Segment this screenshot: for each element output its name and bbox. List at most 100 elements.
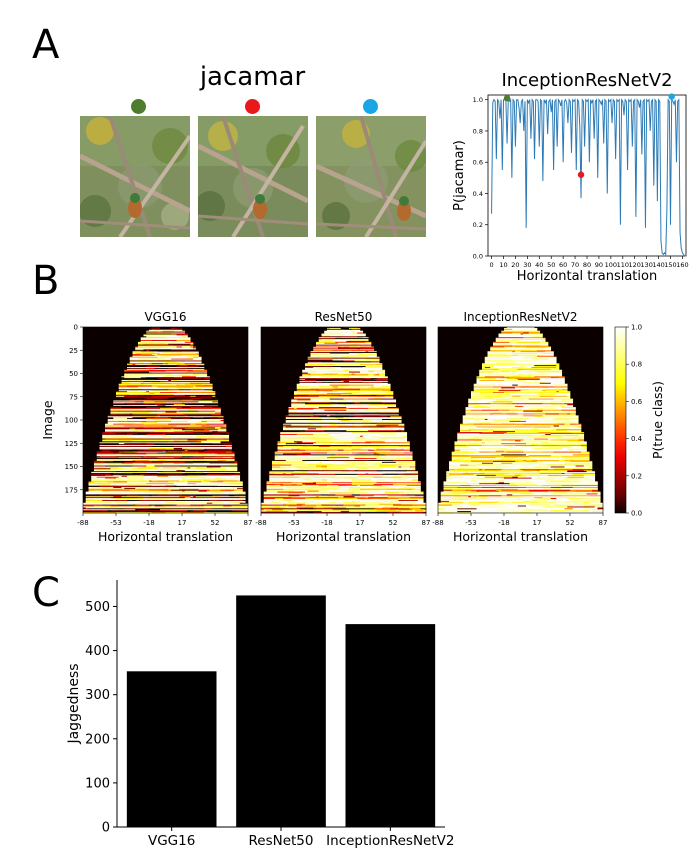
heatmap-cell-run <box>277 475 292 478</box>
heatmap-cell-run <box>113 460 136 463</box>
heatmap-cell-run <box>190 346 197 348</box>
heatmap-cell-run <box>346 447 361 450</box>
heatmap-cell-run <box>564 410 568 412</box>
heatmap-cell-run <box>504 486 524 489</box>
heatmap-cell-run <box>545 440 568 442</box>
heatmap-cell-run <box>195 437 216 439</box>
heatmap-cell-run <box>379 501 391 504</box>
heatmap-cell-run <box>171 435 197 438</box>
heatmap-cell-run <box>482 494 508 496</box>
heatmap-cell-run <box>368 382 386 385</box>
heatmap-cell-run <box>305 502 331 504</box>
heatmap-cell-run <box>504 471 532 473</box>
heatmap-cell-run <box>537 463 541 465</box>
heatmap-cell-run <box>110 414 117 416</box>
heatmap-cell-run <box>515 387 538 389</box>
heatmap-cell-run <box>127 366 147 368</box>
heatmap-cell-run <box>401 429 405 431</box>
heatmap-cell-run <box>113 478 122 480</box>
heatmap-cell-run <box>124 451 139 453</box>
heatmap-cell-run <box>173 447 183 450</box>
heatmap-cell-run <box>190 441 197 443</box>
heatmap-cell-run <box>296 467 322 469</box>
heatmap-cell-run <box>412 509 424 511</box>
heatmap-cell-run <box>307 372 325 374</box>
heatmap-cell-run <box>285 417 298 419</box>
heatmap-cell-run <box>212 486 216 489</box>
heatmap-cell-run <box>446 472 458 474</box>
heatmap-cell-run <box>215 398 219 400</box>
heatmap-cell-run <box>269 499 281 502</box>
heatmap-cell-run <box>534 442 543 444</box>
heatmap-cell-run <box>550 502 554 504</box>
heatmap-cell-run <box>415 472 419 474</box>
heatmap-cell-run <box>157 459 166 462</box>
heatmap-cell-run <box>517 511 543 513</box>
heatmap-cell-run <box>357 366 366 368</box>
heatmap-cell-run <box>373 449 391 451</box>
heatmap-cell-run <box>479 498 488 500</box>
heatmap-cell-run <box>438 506 461 508</box>
heatmap-cell-run <box>531 399 557 401</box>
heatmap-cell-run <box>343 327 358 329</box>
heatmap-cell-run <box>335 436 350 438</box>
heatmap-cell-run <box>504 444 516 446</box>
heatmap-cell-run <box>302 427 309 429</box>
heatmap-cell-run <box>305 366 331 368</box>
heatmap-cell-run <box>318 496 344 498</box>
heatmap-cell-run <box>151 336 169 338</box>
heatmap-cell-run <box>523 332 530 334</box>
heatmap-cell-run <box>291 404 306 406</box>
heatmap-cell-run <box>592 500 601 503</box>
heatmap-cell-run <box>113 400 122 402</box>
heatmap-cell-run <box>316 381 322 384</box>
heatmap-cell-run <box>542 487 554 490</box>
heatmap-cell-run <box>261 511 267 513</box>
heatmap-cell-run <box>132 499 161 501</box>
heatmap-cell-run <box>223 482 235 484</box>
heatmap-cell-run <box>493 415 510 417</box>
heatmap-cell-run <box>190 486 208 488</box>
heatmap-cell-run <box>313 460 342 463</box>
heatmap-cell-run <box>266 482 273 484</box>
heatmap-cell-run <box>357 347 375 349</box>
heatmap-cell-run <box>332 499 350 501</box>
heatmap-cell-run <box>443 508 458 510</box>
heatmap-cell-run <box>365 465 380 467</box>
heatmap-cell-run <box>512 345 521 347</box>
heatmap-cell-run <box>490 416 502 418</box>
heatmap-cell-run <box>384 479 399 481</box>
heatmap-cell-run <box>182 437 188 439</box>
heatmap-cell-run <box>201 388 213 390</box>
heatmap-cell-run <box>504 456 530 458</box>
heatmap-cell-run <box>168 416 177 418</box>
heatmap-cell-run <box>146 350 150 352</box>
heatmap-cell-run <box>484 451 491 453</box>
heatmap-cell-run <box>515 405 519 407</box>
heatmap-cell-run <box>324 471 342 473</box>
heatmap-cell-run <box>324 477 344 479</box>
heatmap-cell-run <box>351 467 369 469</box>
heatmap-cell-run <box>220 468 227 470</box>
heatmap-cell-run <box>534 447 563 450</box>
heatmap-cell-run <box>176 332 186 334</box>
heatmap-cell-run <box>291 405 314 407</box>
heatmap-cell-run <box>382 383 391 385</box>
heatmap-cell-run <box>198 366 205 368</box>
heatmap-cell-run <box>124 443 147 445</box>
heatmap-cell-run <box>129 399 153 401</box>
heatmap-cell-run <box>190 386 194 388</box>
heatmap-cell-run <box>520 340 527 342</box>
heatmap-cell-run <box>523 381 546 384</box>
heatmap-cell-run <box>305 418 322 420</box>
heatmap-cell-run <box>124 383 147 385</box>
heatmap-cell-run <box>473 386 494 388</box>
heatmap-cell-run <box>288 409 311 411</box>
heatmap-cell-run <box>285 420 311 423</box>
heatmap-cell-run <box>176 340 186 342</box>
heatmap-cell-run <box>107 482 128 484</box>
heatmap-cell-run <box>299 446 309 449</box>
heatmap-cell-run <box>173 462 180 465</box>
heatmap-cell-run <box>261 504 284 506</box>
